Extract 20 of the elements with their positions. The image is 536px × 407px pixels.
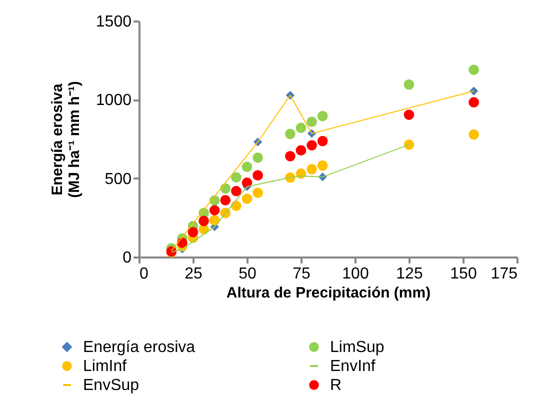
x-tick-label: 175 [490, 266, 518, 282]
x-tick-label: 150 [450, 266, 477, 282]
y-tick-label: 1000 [96, 92, 132, 110]
x-tick-label: 25 [184, 266, 202, 282]
legend-label: EnvInf [330, 358, 376, 375]
y-axis-title: Energía erosiva (MJ ha⁻¹ mm h⁻¹) [48, 81, 83, 198]
x-tick-label: 50 [238, 266, 256, 282]
x-tick-label: 75 [292, 266, 310, 282]
x-tick-label: 125 [396, 266, 423, 282]
legend-label: Energía erosiva [83, 339, 196, 356]
x-tick-label: 100 [342, 266, 369, 282]
legend-label: EnvSup [83, 377, 140, 394]
legend-label: LimInf [83, 358, 128, 375]
legend-label: LimSup [330, 339, 384, 356]
y-tick-label: 500 [104, 170, 132, 188]
y-tick-label: 1500 [96, 14, 132, 30]
legend-label: R [330, 377, 342, 394]
x-tick-label: 0 [140, 266, 148, 282]
x-axis-title: Altura de Precipitación (mm) [226, 284, 431, 302]
y-tick-label: 0 [122, 250, 132, 266]
